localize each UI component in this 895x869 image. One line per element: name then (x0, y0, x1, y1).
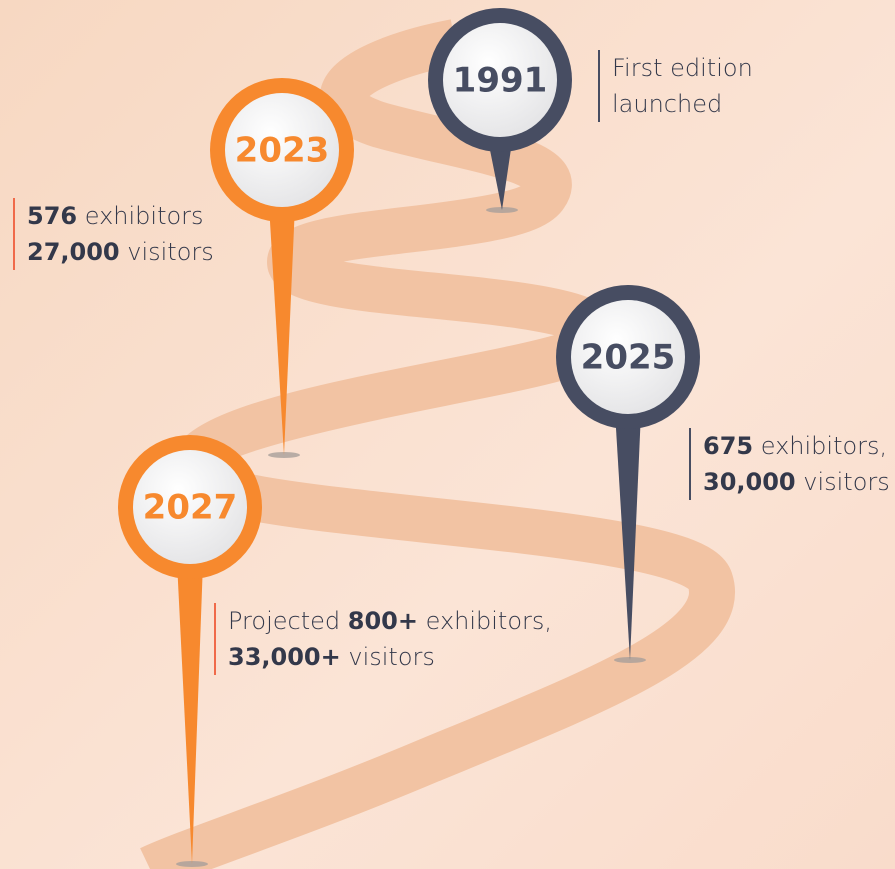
note-text: visitors (796, 468, 890, 496)
note-figure: 27,000 (27, 238, 120, 266)
note-text: visitors (341, 643, 435, 671)
page: 1991202320252027 (() => { const data = J… (0, 0, 895, 869)
note-text: launched (612, 90, 722, 118)
note-text: exhibitors, (753, 432, 887, 460)
pin-year: 2025 (581, 338, 676, 378)
milestone-note: First edition launched (598, 50, 753, 122)
note-line: First edition (612, 50, 753, 86)
note-figure: 30,000 (703, 468, 796, 496)
note-figure: 800+ (348, 607, 418, 635)
pin-year: 1991 (453, 61, 548, 101)
pin-stem (177, 562, 203, 864)
note-line: 675 exhibitors, (703, 428, 890, 464)
note-text: exhibitors (77, 202, 203, 230)
note-line: 27,000 visitors (27, 234, 214, 270)
note-line: 576 exhibitors (27, 198, 214, 234)
note-line: 33,000+ visitors (228, 639, 552, 675)
pin: 2025 (556, 285, 700, 663)
note-text: First edition (612, 54, 753, 82)
note-figure: 33,000+ (228, 643, 341, 671)
milestone-note: Projected 800+ exhibitors,33,000+ visito… (214, 603, 552, 675)
note-line: launched (612, 86, 753, 122)
pin-year: 2023 (235, 131, 330, 171)
milestone-note: 675 exhibitors,30,000 visitors (689, 428, 890, 500)
note-figure: 576 (27, 202, 77, 230)
note-figure: 675 (703, 432, 753, 460)
note-line: Projected 800+ exhibitors, (228, 603, 552, 639)
note-text: Projected (228, 607, 348, 635)
note-line: 30,000 visitors (703, 464, 890, 500)
note-text: visitors (120, 238, 214, 266)
note-text: exhibitors, (418, 607, 552, 635)
pin-year: 2027 (143, 488, 238, 528)
